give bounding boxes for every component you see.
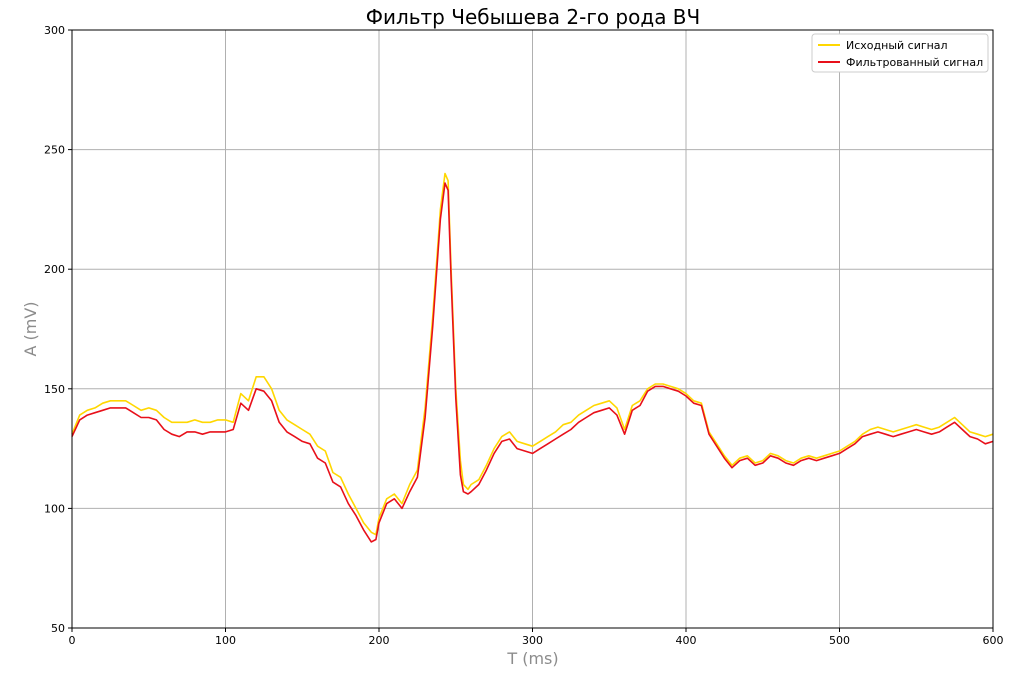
y-tick-label: 300 [44, 24, 65, 37]
x-tick-label: 100 [215, 634, 236, 647]
series-layer [71, 172, 994, 543]
y-tick-label: 100 [44, 502, 65, 515]
x-axis: 0 100 200 300 400 500 600 [69, 628, 1004, 647]
y-tick-label: 200 [44, 263, 65, 276]
x-tick-label: 0 [69, 634, 76, 647]
x-axis-title: T (ms) [506, 649, 558, 668]
series-line-2 [71, 182, 994, 543]
x-tick-label: 300 [522, 634, 543, 647]
x-tick-label: 400 [676, 634, 697, 647]
y-tick-label: 50 [51, 622, 65, 635]
legend-label-1: Исходный сигнал [846, 39, 948, 52]
y-axis-title: A (mV) [21, 301, 40, 356]
legend-box [811, 33, 989, 73]
x-tick-label: 600 [983, 634, 1004, 647]
series-line-1 [71, 172, 994, 536]
x-tick-label: 200 [369, 634, 390, 647]
y-tick-label: 150 [44, 383, 65, 396]
legend-label-2: Фильтрованный сигнал [846, 56, 983, 69]
y-tick-label: 250 [44, 144, 65, 157]
chart-title: Фильтр Чебышева 2-го рода ВЧ [366, 5, 700, 29]
y-axis: 50 100 150 200 250 300 [44, 24, 72, 635]
x-tick-label: 500 [829, 634, 850, 647]
legend: Исходный сигнал Фильтрованный сигнал [811, 33, 989, 73]
